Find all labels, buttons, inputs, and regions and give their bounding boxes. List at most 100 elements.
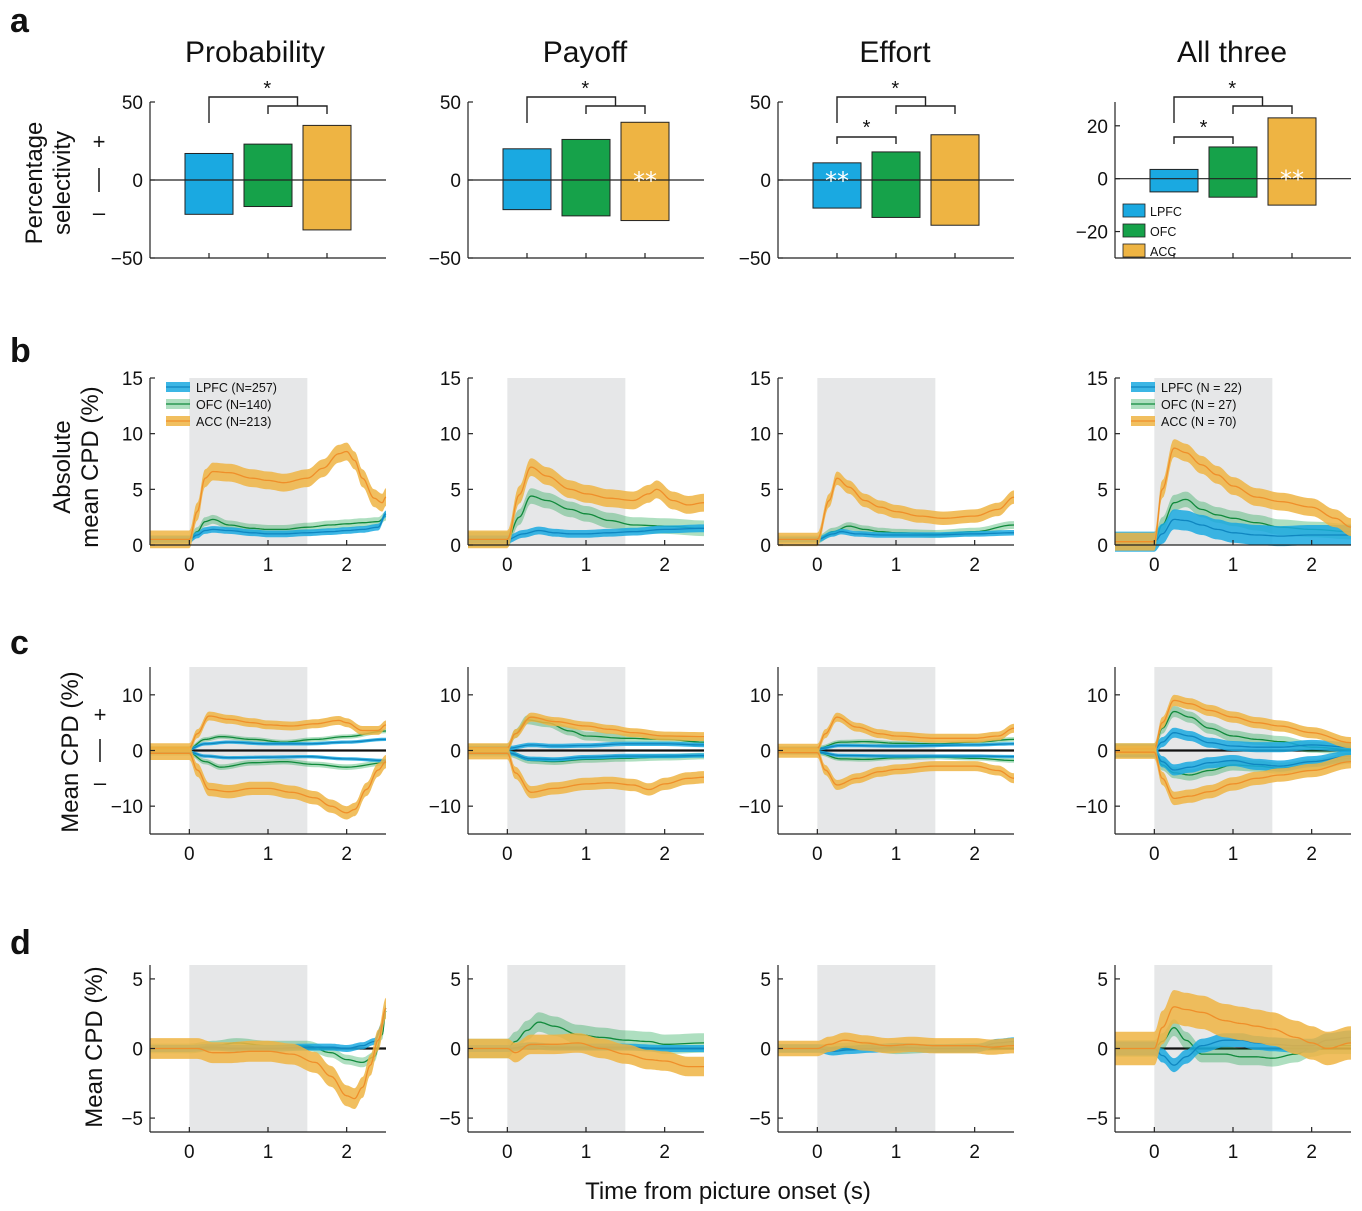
y-tick-label: 0 bbox=[760, 171, 771, 192]
x-tick-label: 0 bbox=[1149, 844, 1160, 865]
x-tick-label: 0 bbox=[184, 844, 195, 865]
timecourse-c-all-three: 10 0 −10 0 1 2 bbox=[1076, 667, 1352, 865]
series-band-acc bbox=[1115, 990, 1351, 1066]
legend-swatch-ofc bbox=[1122, 223, 1146, 238]
bar-lpfc bbox=[812, 162, 862, 209]
picture-period-shade bbox=[189, 378, 308, 545]
series-line-lpfc bbox=[1115, 732, 1352, 751]
significance-star: * bbox=[863, 117, 871, 139]
series-line-acc bbox=[778, 752, 1015, 786]
series-line-lpfc bbox=[468, 752, 704, 761]
bar-acc bbox=[1267, 117, 1317, 206]
x-tick-label: 2 bbox=[1306, 844, 1317, 865]
x-tick-label: 2 bbox=[969, 1142, 980, 1163]
x-tick-label: 1 bbox=[263, 844, 274, 865]
panel-title: All three bbox=[1177, 36, 1287, 69]
bar-lpfc bbox=[1149, 168, 1199, 193]
bar-lpfc bbox=[502, 148, 552, 211]
series-band-acc bbox=[150, 997, 386, 1109]
significance-bracket-lpfc bbox=[208, 96, 299, 123]
legend-label: OFC (N = 27) bbox=[1161, 398, 1236, 412]
panel-title: Probability bbox=[185, 36, 325, 69]
y-tick-label: 0 bbox=[1097, 1040, 1108, 1061]
picture-period-shade bbox=[507, 378, 626, 545]
x-tick-label: 1 bbox=[1228, 844, 1239, 865]
y-tick-label: 5 bbox=[1097, 480, 1108, 501]
significance-star: * bbox=[1200, 117, 1208, 139]
x-tick-label: 2 bbox=[341, 844, 352, 865]
timecourse-d-effort: 5 0 −5 0 1 2 bbox=[749, 965, 1015, 1163]
series-band-acc bbox=[468, 712, 704, 753]
y-tick-label: 5 bbox=[760, 970, 771, 991]
y-tick-label: 15 bbox=[122, 369, 143, 390]
y-tick-label: 15 bbox=[440, 369, 461, 390]
x-tick-label: 1 bbox=[581, 555, 592, 576]
bar-ofc bbox=[1208, 146, 1258, 198]
legend-label: ACC bbox=[1150, 245, 1176, 259]
y-tick-label: 0 bbox=[1097, 742, 1108, 763]
series-line-acc bbox=[778, 1039, 1015, 1050]
row-b-ylabel-line2: mean CPD (%) bbox=[77, 386, 104, 547]
series-band-lpfc bbox=[150, 510, 386, 543]
series-line-lpfc bbox=[1115, 518, 1351, 543]
series-line-acc bbox=[150, 1007, 387, 1100]
y-tick-label: −5 bbox=[121, 1109, 143, 1130]
x-tick-label: 0 bbox=[1149, 555, 1160, 576]
y-tick-label: 10 bbox=[122, 425, 143, 446]
y-tick-label: 10 bbox=[122, 686, 143, 707]
legend-label: ACC (N=213) bbox=[196, 415, 271, 429]
x-tick-label: 2 bbox=[659, 1142, 670, 1163]
legend-label: LPFC bbox=[1150, 205, 1182, 219]
timecourse-c-effort: 10 0 −10 0 1 2 bbox=[739, 667, 1015, 865]
timecourse-b-probability: 15 10 5 0 0 1 2 LPFC (N=257) OFC (N=140) ACC (N=2… bbox=[122, 369, 387, 576]
row-a-minus-marker: – bbox=[93, 200, 106, 225]
y-tick-label: −10 bbox=[1076, 797, 1108, 818]
bar-acc bbox=[302, 124, 352, 231]
timecourse-d-all-three: 5 0 −5 0 1 2 bbox=[1086, 965, 1352, 1163]
series-band-acc bbox=[150, 442, 386, 549]
panel-title: Payoff bbox=[543, 36, 628, 69]
significance-bracket-lpfc-ofc bbox=[836, 136, 897, 144]
series-line-ofc bbox=[150, 515, 387, 541]
x-tick-label: 2 bbox=[659, 844, 670, 865]
bar-ofc bbox=[871, 151, 921, 218]
series-band-acc bbox=[1115, 439, 1351, 551]
legend-label: OFC bbox=[1150, 225, 1176, 239]
x-tick-label: 1 bbox=[891, 844, 902, 865]
panel-letter-c: c bbox=[10, 624, 29, 662]
significance-bracket-ofc-acc bbox=[1232, 105, 1293, 114]
x-tick-label: 1 bbox=[263, 555, 274, 576]
y-tick-label: −5 bbox=[439, 1109, 461, 1130]
legend-swatch-acc bbox=[1122, 243, 1146, 258]
series-band-lpfc bbox=[150, 750, 386, 763]
x-tick-label: 1 bbox=[581, 1142, 592, 1163]
bar-lpfc bbox=[184, 152, 234, 215]
legend-label: LPFC (N = 22) bbox=[1161, 381, 1242, 395]
bar-chart-probability: Probability 50 0 −50 * bbox=[111, 36, 386, 270]
timecourse-b-payoff: 15 10 5 0 0 1 2 bbox=[440, 369, 705, 576]
legend-label: ACC (N = 70) bbox=[1161, 415, 1236, 429]
timecourse-d-payoff: 5 0 −5 0 1 2 bbox=[439, 965, 705, 1163]
timecourse-c-probability: 10 0 −10 0 1 2 bbox=[111, 667, 387, 865]
y-tick-label: 5 bbox=[132, 970, 143, 991]
significance-bracket-lpfc bbox=[526, 96, 617, 123]
y-tick-label: −50 bbox=[739, 249, 771, 270]
series-band-acc bbox=[778, 712, 1014, 753]
y-tick-label: 0 bbox=[450, 171, 461, 192]
y-tick-label: 0 bbox=[132, 171, 143, 192]
series-band-acc bbox=[778, 1032, 1014, 1057]
x-tick-label: 2 bbox=[969, 555, 980, 576]
y-tick-label: 0 bbox=[132, 536, 143, 557]
x-tick-label: 2 bbox=[659, 555, 670, 576]
bar-significance-star: ** bbox=[825, 167, 849, 195]
y-tick-label: 0 bbox=[1097, 170, 1108, 191]
bar-acc bbox=[620, 121, 670, 222]
series-line-acc bbox=[150, 715, 387, 749]
series-line-acc bbox=[1115, 447, 1352, 543]
x-tick-label: 0 bbox=[184, 1142, 195, 1163]
panel-letter-a: a bbox=[10, 2, 30, 40]
series-line-ofc bbox=[150, 752, 387, 768]
bar-ofc bbox=[561, 138, 611, 217]
